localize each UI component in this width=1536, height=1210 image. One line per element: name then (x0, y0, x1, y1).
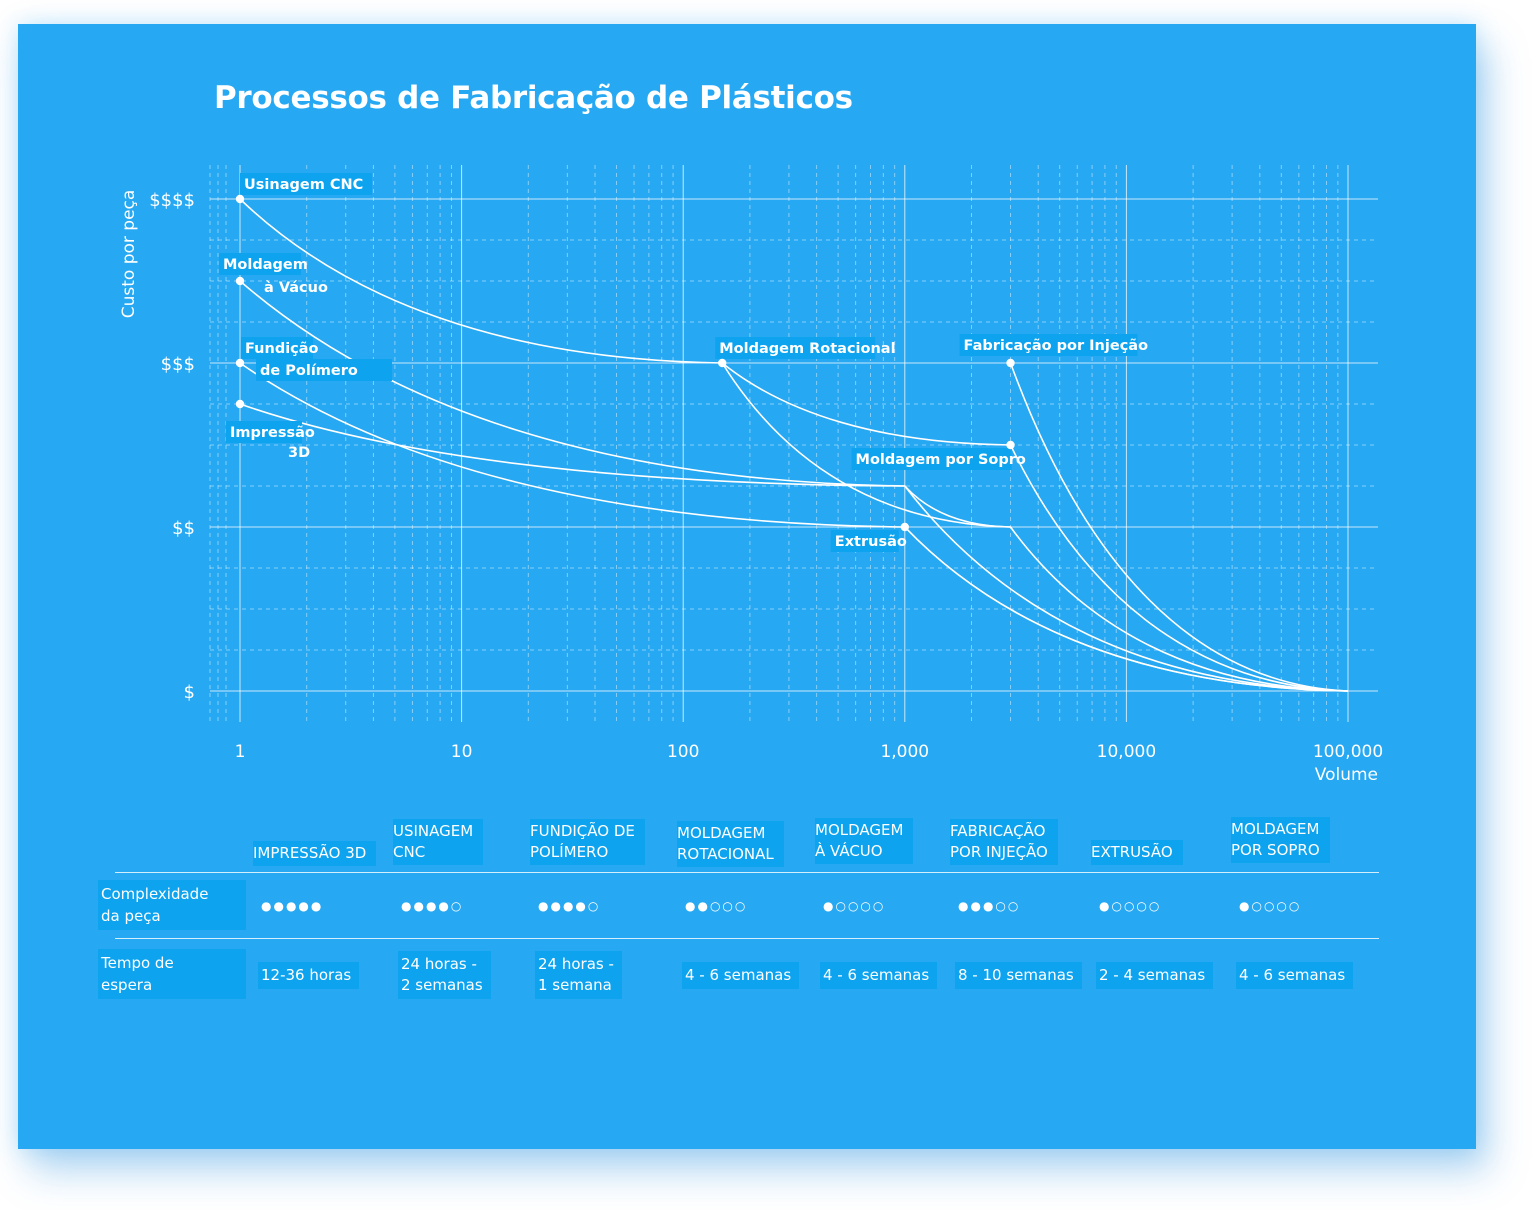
data-point-marker (1006, 440, 1015, 450)
complexity-rating: ●○○○○ (1099, 899, 1162, 913)
x-axis-label: Volume (1315, 765, 1378, 785)
series-line-usinagem-cnc (239, 198, 1011, 446)
column-header: Fundição de Polímero (530, 819, 645, 865)
lead-time-value: 4 - 6 semanas (820, 962, 938, 989)
row-label-lead-time: Tempo de espera (98, 949, 246, 999)
marker-label-box (256, 359, 392, 381)
data-point-marker (235, 276, 245, 286)
marker-label-box (219, 253, 301, 275)
column-header: Moldagem Rotacional (677, 821, 784, 867)
x-tick-label: 100 (667, 742, 699, 762)
marker-label-box (226, 421, 302, 443)
marker-label-box (851, 448, 1012, 470)
lead-time-value: 24 horas - 1 semana (535, 951, 622, 999)
complexity-rating: ●●●●○ (401, 899, 464, 913)
marker-label: Moldagem Rotacional (719, 341, 895, 357)
y-tick-label: $$$$ (149, 190, 195, 211)
marker-label: de Polímero (260, 363, 358, 379)
marker-label: Fundição (245, 341, 319, 357)
lead-time-value: 24 horas - 2 semanas (398, 951, 491, 999)
row-label-complexity: Complexidade da peça (98, 880, 246, 930)
x-tick-label: 1 (235, 742, 246, 762)
data-point-marker (718, 358, 727, 368)
column-header: Impressão 3D (253, 841, 377, 866)
x-tick-label: 10,000 (1097, 742, 1156, 762)
series-line-fabrica-o-por-inje-o (1009, 362, 1349, 692)
data-point-marker (235, 194, 245, 204)
marker-label-box (241, 337, 313, 359)
complexity-rating: ●●●○○ (958, 899, 1021, 913)
column-header: Extrusão (1091, 840, 1183, 865)
data-point-marker (900, 522, 909, 532)
table-divider (115, 872, 1379, 873)
y-tick-label: $$$ (161, 354, 195, 375)
marker-label-box (715, 337, 876, 359)
marker-label-box (959, 334, 1138, 356)
complexity-rating: ●○○○○ (1239, 899, 1302, 913)
series-line-moldagem-rotacional (721, 362, 1349, 692)
lead-time-value: 8 - 10 semanas (955, 962, 1082, 989)
marker-label: Extrusão (835, 534, 907, 550)
series-line-moldagem-por-sopro (1009, 444, 1349, 692)
data-point-marker (235, 358, 245, 368)
column-header: Moldagem por Sopro (1231, 817, 1330, 863)
lead-time-value: 4 - 6 semanas (1236, 962, 1354, 989)
lead-time-value: 2 - 4 semanas (1096, 962, 1214, 989)
complexity-rating: ●○○○○ (823, 899, 886, 913)
complexity-rating: ●●○○○ (685, 899, 748, 913)
marker-label-box (830, 530, 899, 552)
x-tick-label: 10 (451, 742, 473, 762)
column-header: Moldagem à Vácuo (815, 818, 914, 864)
x-tick-label: 100,000 (1313, 742, 1383, 762)
cost-volume-chart: 1 10 100 1,000 10,000 100,000$$$$$$$$$$Volume… (119, 165, 1383, 785)
chart-title: Processos de Fabricação de Plásticos (214, 80, 853, 116)
lead-time-value: 12-36 horas (258, 962, 360, 989)
complexity-rating: ●●●●● (261, 899, 324, 913)
series-line-extrus-o (904, 526, 1349, 692)
chart-card (18, 24, 1476, 1149)
column-header: Fabricação por Injeção (950, 819, 1058, 865)
x-tick-label: 1,000 (880, 742, 929, 762)
data-point-marker (1006, 358, 1015, 368)
lead-time-value: 4 - 6 semanas (682, 962, 800, 989)
marker-label-box (240, 173, 372, 195)
table-divider (115, 938, 1379, 939)
y-tick-label: $$ (172, 518, 195, 539)
marker-label: Impressão (230, 425, 315, 441)
series-line-impress-o-3d (239, 403, 1011, 528)
marker-label: Moldagem (223, 257, 308, 273)
marker-label: 3D (288, 445, 310, 461)
column-header: Usinagem CNC (393, 819, 484, 865)
marker-label: Moldagem por Sopro (856, 452, 1026, 468)
marker-label: Fabricação por Injeção (964, 338, 1149, 354)
marker-label: à Vácuo (264, 280, 328, 296)
data-point-marker (235, 399, 245, 409)
y-tick-label: $ (184, 682, 195, 703)
marker-label: Usinagem CNC (244, 177, 363, 193)
complexity-rating: ●●●●○ (538, 899, 601, 913)
y-axis-label: Custo por peça (119, 190, 139, 319)
